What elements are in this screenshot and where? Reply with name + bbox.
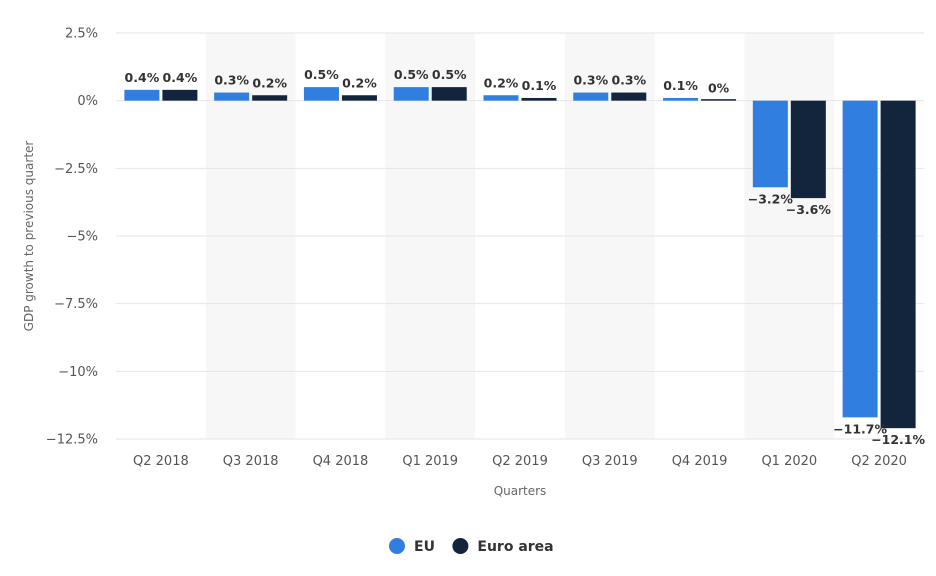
data-label: 0.5%: [394, 67, 429, 82]
bar-euro-area[interactable]: [790, 100, 826, 199]
legend-item-eu[interactable]: EU: [389, 538, 435, 555]
data-label: 0.5%: [432, 67, 467, 82]
bar-eu[interactable]: [573, 92, 609, 101]
data-label: 0.4%: [125, 70, 160, 85]
bar-euro-area[interactable]: [252, 95, 288, 101]
data-label: −12.1%: [871, 432, 925, 447]
bar-eu[interactable]: [483, 95, 519, 101]
y-axis-title: GDP growth to previous quarter: [22, 141, 36, 332]
data-label: 0%: [708, 81, 730, 96]
data-label: 0.5%: [304, 67, 339, 82]
y-axis-ticks: 2.5% 0% −2.5% −5% −7.5% −10% −12.5%: [46, 27, 98, 448]
bar-euro-area[interactable]: [611, 92, 647, 101]
bar-euro-area[interactable]: [521, 97, 557, 101]
data-label: 0.2%: [484, 75, 519, 90]
y-tick-label: −2.5%: [54, 162, 98, 177]
legend[interactable]: EU Euro area: [389, 538, 554, 555]
data-label: 0.1%: [522, 78, 557, 93]
legend-marker: [452, 538, 469, 554]
legend-marker: [389, 538, 405, 554]
data-labels: 0.4% 0.4% 0.3% 0.2%0.5%0.2%0.5% 0.5%0.2% 0.1%…: [125, 67, 926, 447]
x-tick-label: Q1 2019: [402, 454, 458, 469]
x-tick-label: Q4 2018: [313, 454, 369, 469]
bar-eu[interactable]: [393, 87, 429, 101]
legend-item-euro-area[interactable]: Euro area: [452, 538, 554, 555]
x-tick-label: Q3 2018: [223, 454, 279, 469]
bar-eu[interactable]: [303, 87, 339, 101]
y-tick-label: −10%: [58, 365, 98, 380]
data-label: 0.3%: [214, 73, 249, 88]
bar-eu[interactable]: [752, 100, 788, 188]
x-tick-label: Q2 2018: [133, 454, 189, 469]
bar-euro-area[interactable]: [162, 89, 198, 101]
data-label: 0.3%: [611, 73, 646, 88]
y-tick-label: 2.5%: [65, 27, 98, 42]
x-tick-label: Q2 2019: [492, 454, 548, 469]
x-axis-ticks: Q2 2018 Q3 2018 Q4 2018 Q1 2019 Q2 2019 Q3 20…: [133, 454, 907, 469]
data-label: 0.2%: [252, 75, 287, 90]
data-label: 0.4%: [163, 70, 198, 85]
y-tick-label: −7.5%: [54, 297, 98, 312]
legend-label: Euro area: [477, 539, 553, 555]
x-tick-label: Q3 2019: [582, 454, 638, 469]
bar-eu[interactable]: [663, 97, 699, 101]
bar-eu[interactable]: [214, 92, 250, 101]
y-tick-label: 0%: [77, 94, 98, 109]
bar-euro-area[interactable]: [431, 87, 467, 101]
gridlines: [116, 32, 924, 440]
x-tick-label: Q4 2019: [672, 454, 728, 469]
legend-label: EU: [414, 539, 435, 555]
data-label: 0.3%: [573, 73, 608, 88]
data-label: −3.6%: [786, 202, 832, 217]
data-label: −3.2%: [748, 191, 794, 206]
x-tick-label: Q2 2020: [851, 454, 907, 469]
bar-euro-area[interactable]: [880, 100, 916, 429]
bar-euro-area[interactable]: [341, 95, 377, 101]
data-label: 0.2%: [342, 75, 377, 90]
y-tick-label: −12.5%: [46, 433, 98, 448]
x-axis-title: Quarters: [494, 484, 547, 498]
y-tick-label: −5%: [66, 230, 98, 245]
data-label: 0.1%: [663, 78, 698, 93]
bar-eu[interactable]: [842, 100, 878, 418]
bar-eu[interactable]: [124, 89, 160, 101]
x-tick-label: Q1 2020: [761, 454, 817, 469]
bar-euro-area[interactable]: [701, 99, 737, 101]
data-label: −11.7%: [833, 421, 887, 436]
bars: [124, 87, 916, 429]
